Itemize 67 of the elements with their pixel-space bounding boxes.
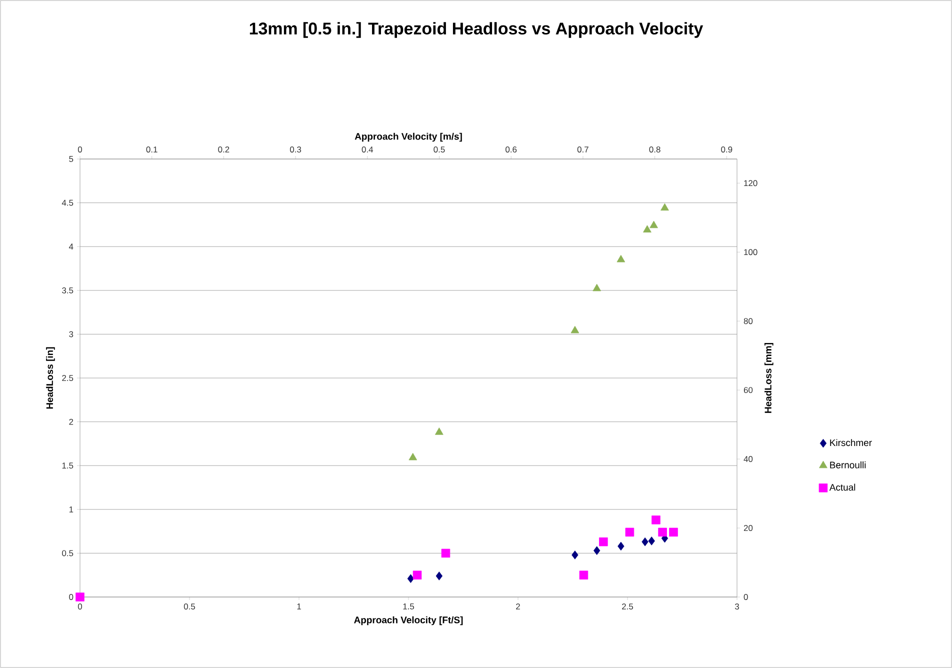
point: [616, 254, 626, 262]
point: [648, 536, 655, 546]
point: [650, 220, 658, 228]
x2-tick-label: 0: [78, 146, 82, 152]
x2-tick-label: 0.8: [649, 146, 660, 152]
point: [658, 528, 667, 537]
point: [599, 537, 608, 546]
legend-label: Bernoulli: [830, 461, 866, 468]
y-tick-label: 0.5: [62, 550, 74, 556]
x2-tick-label: 0.9: [721, 146, 732, 152]
x-tick-label: 2.5: [622, 604, 634, 610]
y-tick-label: 4: [68, 244, 74, 250]
y-tick-label: 3: [69, 331, 74, 338]
x-tick-label: 3: [734, 604, 739, 610]
y2-tick-label: 80: [744, 318, 753, 324]
x-tick-label: 0.5: [184, 604, 196, 610]
y-tick-label: 1: [69, 506, 74, 512]
y-tick-label: 5: [69, 156, 74, 162]
point: [643, 225, 652, 232]
x2-tick-label: 0.1: [146, 146, 158, 152]
y-axis-title: HeadLoss [in]: [46, 347, 55, 409]
y2-tick-label: 100: [744, 249, 758, 256]
legend-label: Kirschmer: [830, 439, 872, 446]
point: [436, 572, 443, 580]
y-tick-label: 3.5: [62, 287, 74, 294]
x2-tick-label: 0.5: [434, 146, 445, 152]
x2-tick-label: 0.3: [290, 146, 302, 152]
point: [412, 570, 422, 580]
y2-tick-label: 0: [744, 594, 748, 600]
point: [642, 537, 648, 546]
x-tick-label: 1.5: [403, 604, 414, 610]
point: [408, 452, 418, 460]
x2-tick-label: 0.7: [577, 146, 588, 152]
point: [407, 574, 414, 583]
x2-tick-label: 0.4: [362, 146, 374, 152]
point: [76, 592, 84, 602]
point: [441, 548, 450, 558]
point: [669, 528, 678, 537]
point: [660, 203, 669, 211]
point: [652, 516, 660, 524]
y2-tick-label: 40: [744, 456, 753, 462]
x2-tick-label: 0.2: [218, 146, 230, 152]
chart-title: 13mm [0.5 in.] Trapezoid Headloss vs Approach Velocity: [250, 22, 704, 38]
x-tick-label: 1: [297, 604, 301, 610]
x-axis-title: Approach Velocity [Ft/S]: [354, 616, 463, 626]
point: [594, 546, 600, 555]
y2-tick-label: 120: [744, 180, 758, 186]
point: [618, 542, 624, 551]
x2-axis-title: Approach Velocity [m/s]: [354, 132, 462, 142]
point: [592, 284, 602, 292]
point: [570, 326, 580, 334]
y-tick-label: 2.5: [62, 375, 74, 381]
y-tick-label: 0: [69, 594, 74, 600]
x2-tick-label: 0.6: [506, 146, 517, 152]
legend-label: Actual: [829, 484, 856, 491]
point: [579, 570, 588, 580]
y2-tick-label: 60: [744, 387, 753, 394]
y-tick-label: 4.5: [62, 200, 74, 206]
point: [434, 428, 444, 435]
y-tick-label: 1.5: [62, 462, 74, 469]
y-tick-label: 2: [69, 418, 74, 425]
x-tick-label: 2: [516, 604, 520, 610]
point: [572, 550, 578, 560]
x-tick-label: 0: [78, 604, 82, 610]
y2-tick-label: 20: [744, 525, 753, 532]
y2-axis-title: HeadLoss [mm]: [764, 343, 774, 413]
point: [625, 528, 634, 537]
